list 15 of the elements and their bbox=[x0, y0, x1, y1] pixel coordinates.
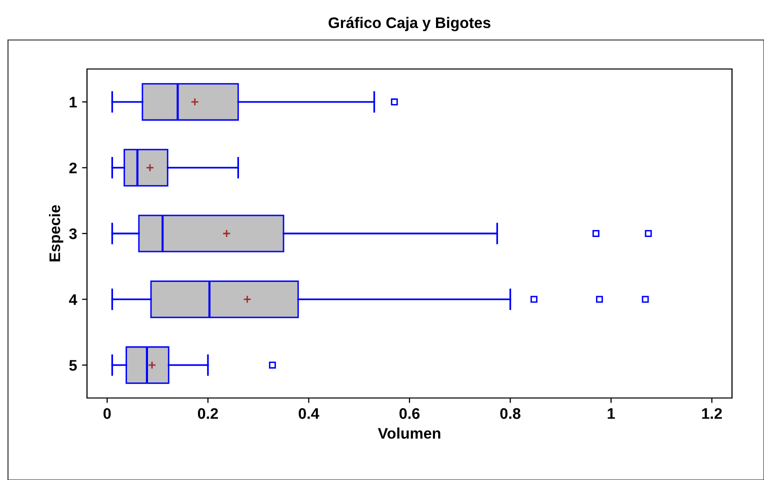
chart-title: Gráfico Caja y Bigotes bbox=[328, 16, 490, 32]
y-tick-label: 2 bbox=[69, 162, 77, 174]
x-tick-label: 0 bbox=[104, 408, 111, 419]
x-axis-title: Volumen bbox=[378, 428, 440, 439]
x-tick-label: 0.4 bbox=[298, 408, 320, 419]
y-tick-label: 1 bbox=[70, 96, 77, 108]
x-tick-label: 0.2 bbox=[198, 408, 218, 419]
x-tick-label: 1 bbox=[608, 408, 615, 419]
x-tick-label: 0.8 bbox=[500, 408, 520, 419]
x-tick-label: 1.2 bbox=[702, 408, 722, 419]
y-tick-label: 4 bbox=[69, 294, 78, 305]
x-tick-label: 0.6 bbox=[399, 408, 420, 419]
y-tick-label: 3 bbox=[69, 228, 77, 240]
y-tick-label: 5 bbox=[69, 360, 77, 371]
y-axis-title: Especie bbox=[48, 205, 64, 262]
